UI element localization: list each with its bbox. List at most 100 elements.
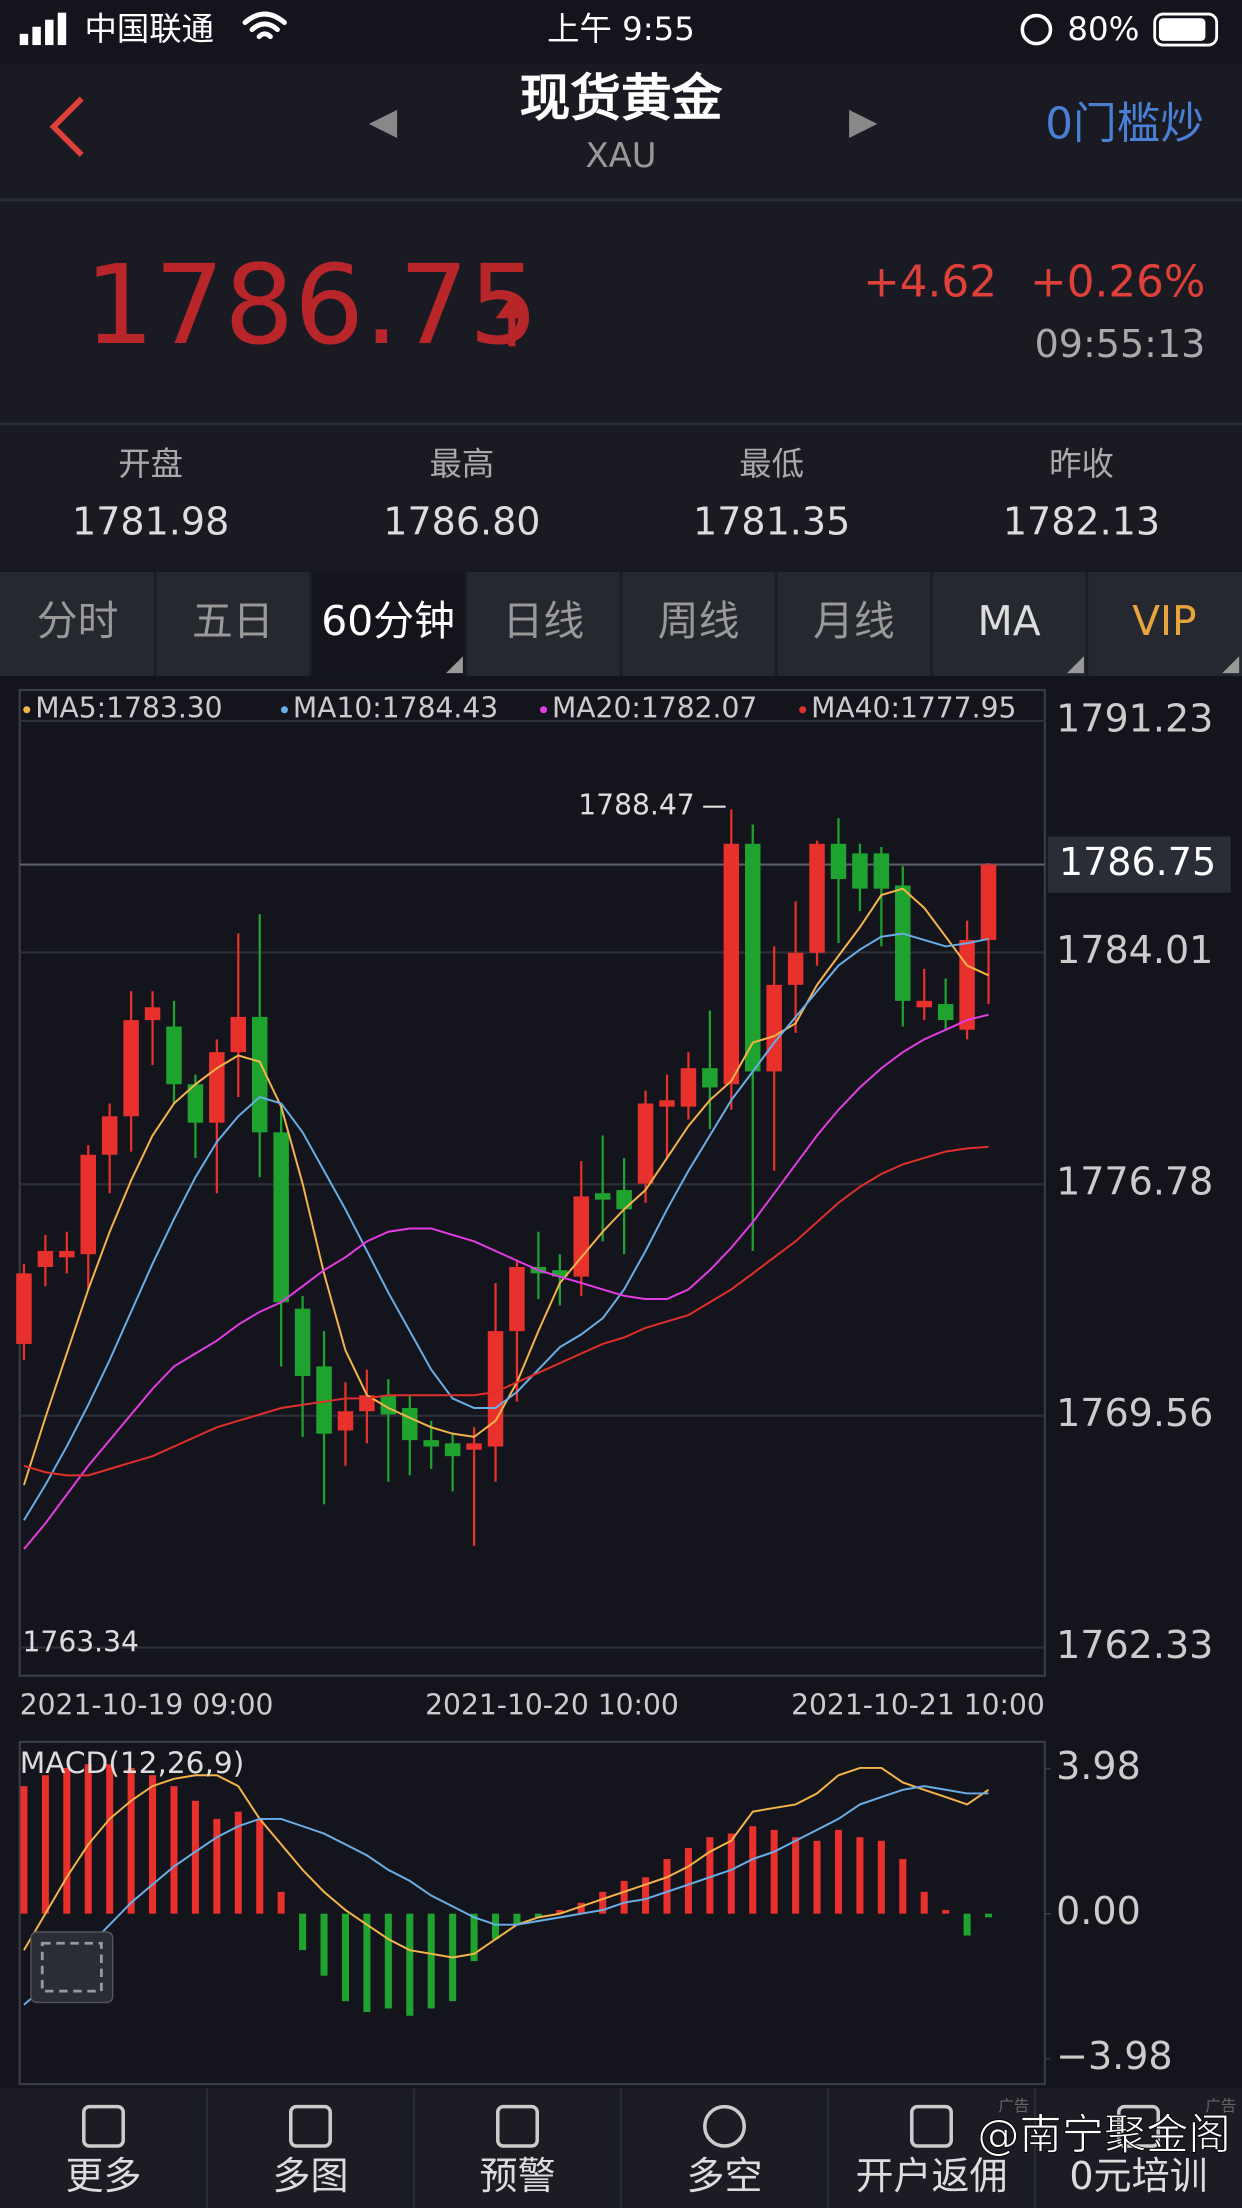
chart-frame [18,688,1046,1677]
tab[interactable]: 五日 [192,597,274,645]
fullscreen-button[interactable] [30,1931,114,2004]
macd-bar [556,1910,564,1914]
nav-icon [910,2104,953,2148]
wifi-icon [242,11,287,40]
tab[interactable]: 周线 [658,597,740,645]
y-tick-label: 3.98 [1056,1744,1141,1788]
nav-item[interactable]: 开户返佣 [855,2154,1007,2198]
macd-bar [320,1913,328,1976]
tab[interactable]: MA [978,597,1041,645]
signal-bar [45,19,54,46]
nav-icon [496,2104,539,2148]
stat-label: 最高 [429,445,494,483]
nav-icon [1117,2104,1160,2148]
tab-corner [1222,656,1240,674]
macd-line [23,1785,989,2006]
candle-body [616,1190,632,1210]
promo-link[interactable]: 0门槛炒 [1045,99,1204,150]
ma-line [22,887,989,1486]
tab[interactable]: 日线 [503,597,585,645]
candle-body [573,1196,590,1277]
nav-item[interactable]: 0元培训 [1069,2154,1207,2198]
macd-title: MACD(12,26,9) [20,1746,245,1780]
macd-bar [277,1891,285,1914]
macd-bar [770,1829,778,1914]
tab[interactable]: 60分钟 [321,597,455,645]
macd-bar [106,1764,114,1914]
macd-bar [63,1767,71,1914]
tab[interactable]: 月线 [813,597,895,645]
legend-dot [280,706,288,714]
ma-line [23,1145,989,1477]
min-label: 1763.34 [23,1625,139,1658]
candle-body [37,1250,54,1267]
tab[interactable]: VIP [1132,597,1197,645]
last-price-box [1047,836,1231,893]
ad-tag: 广告 [998,2097,1029,2115]
back-button[interactable] [49,96,84,157]
macd-bar [942,1910,950,1914]
quote-time: 09:55:13 [1035,322,1206,366]
macd-bar [856,1837,864,1914]
macd-bar [727,1833,735,1914]
change: +4.62 [863,256,997,307]
legend-dot [799,706,807,714]
candle-body [337,1411,354,1431]
stats: 开盘 1781.98 最高 1786.80 最低 1781.35 昨收 1782.13 [72,445,1160,543]
candle-body [59,1250,75,1258]
header: 现货黄金 XAU 0门槛炒 [0,63,1242,202]
candle-body [230,1016,247,1053]
macd-bar [599,1891,607,1914]
candle-body [552,1270,568,1277]
ad-tag: 广告 [1205,2097,1236,2115]
macd-bar [256,1818,264,1914]
stat-value: 1786.80 [383,499,540,543]
macd-bar [663,1859,671,1914]
stat-value: 1782.13 [1003,499,1160,543]
candle-body [166,1026,182,1085]
candle-body [766,984,782,1072]
nav-icon [82,2104,125,2148]
tabs: 分时 五日 60分钟 日线 周线 月线 MA VIP [0,571,1242,676]
clock: 上午 9:55 [547,10,695,48]
macd-bar [749,1826,757,1914]
nav-item[interactable]: 更多 [65,2154,141,2198]
nav-item[interactable]: 多图 [272,2154,348,2198]
nav-item[interactable]: 多空 [686,2154,762,2198]
price: 1786.75 [84,241,538,369]
macd-bar [406,1913,414,2016]
tab-corner [1067,656,1084,674]
macd-bar [470,1913,478,1962]
bottom-nav: 更多 多图 预警 多空 开户返佣 0元培训 广告 广告@南宁聚金阁 [0,2088,1242,2208]
candle-body [809,843,825,953]
legend-dot [23,706,31,714]
battery-text: 80% [1067,10,1139,48]
macd-bar [684,1848,692,1914]
candle-body [873,853,890,889]
macd-bar [213,1818,221,1914]
quote-bg [0,201,1242,423]
nav-item[interactable]: 预警 [479,2154,555,2198]
candle-body [80,1154,96,1255]
candle-body [423,1440,439,1447]
tab[interactable]: 分时 [37,597,119,645]
next-button[interactable] [849,109,878,138]
stat-label: 最低 [739,445,804,483]
battery-level [1158,18,1206,41]
candle-body [444,1443,461,1457]
macd-bar [706,1837,714,1914]
candle-body [187,1084,204,1123]
candle-body [702,1068,718,1088]
legend-entry: MA10:1784.43 [293,692,498,725]
prev-button[interactable] [368,109,398,138]
macd-bar [985,1913,993,1918]
up-arrow [495,298,524,347]
macd-bar [620,1880,628,1914]
candle-body [402,1408,418,1441]
last-price-label: 1786.75 [1059,840,1216,884]
y-tick-label: 1769.56 [1056,1391,1213,1435]
x-tick-label: 2021-10-20 10:00 [425,1689,679,1722]
macd-bar [834,1829,843,1914]
ma-line [23,932,989,1521]
